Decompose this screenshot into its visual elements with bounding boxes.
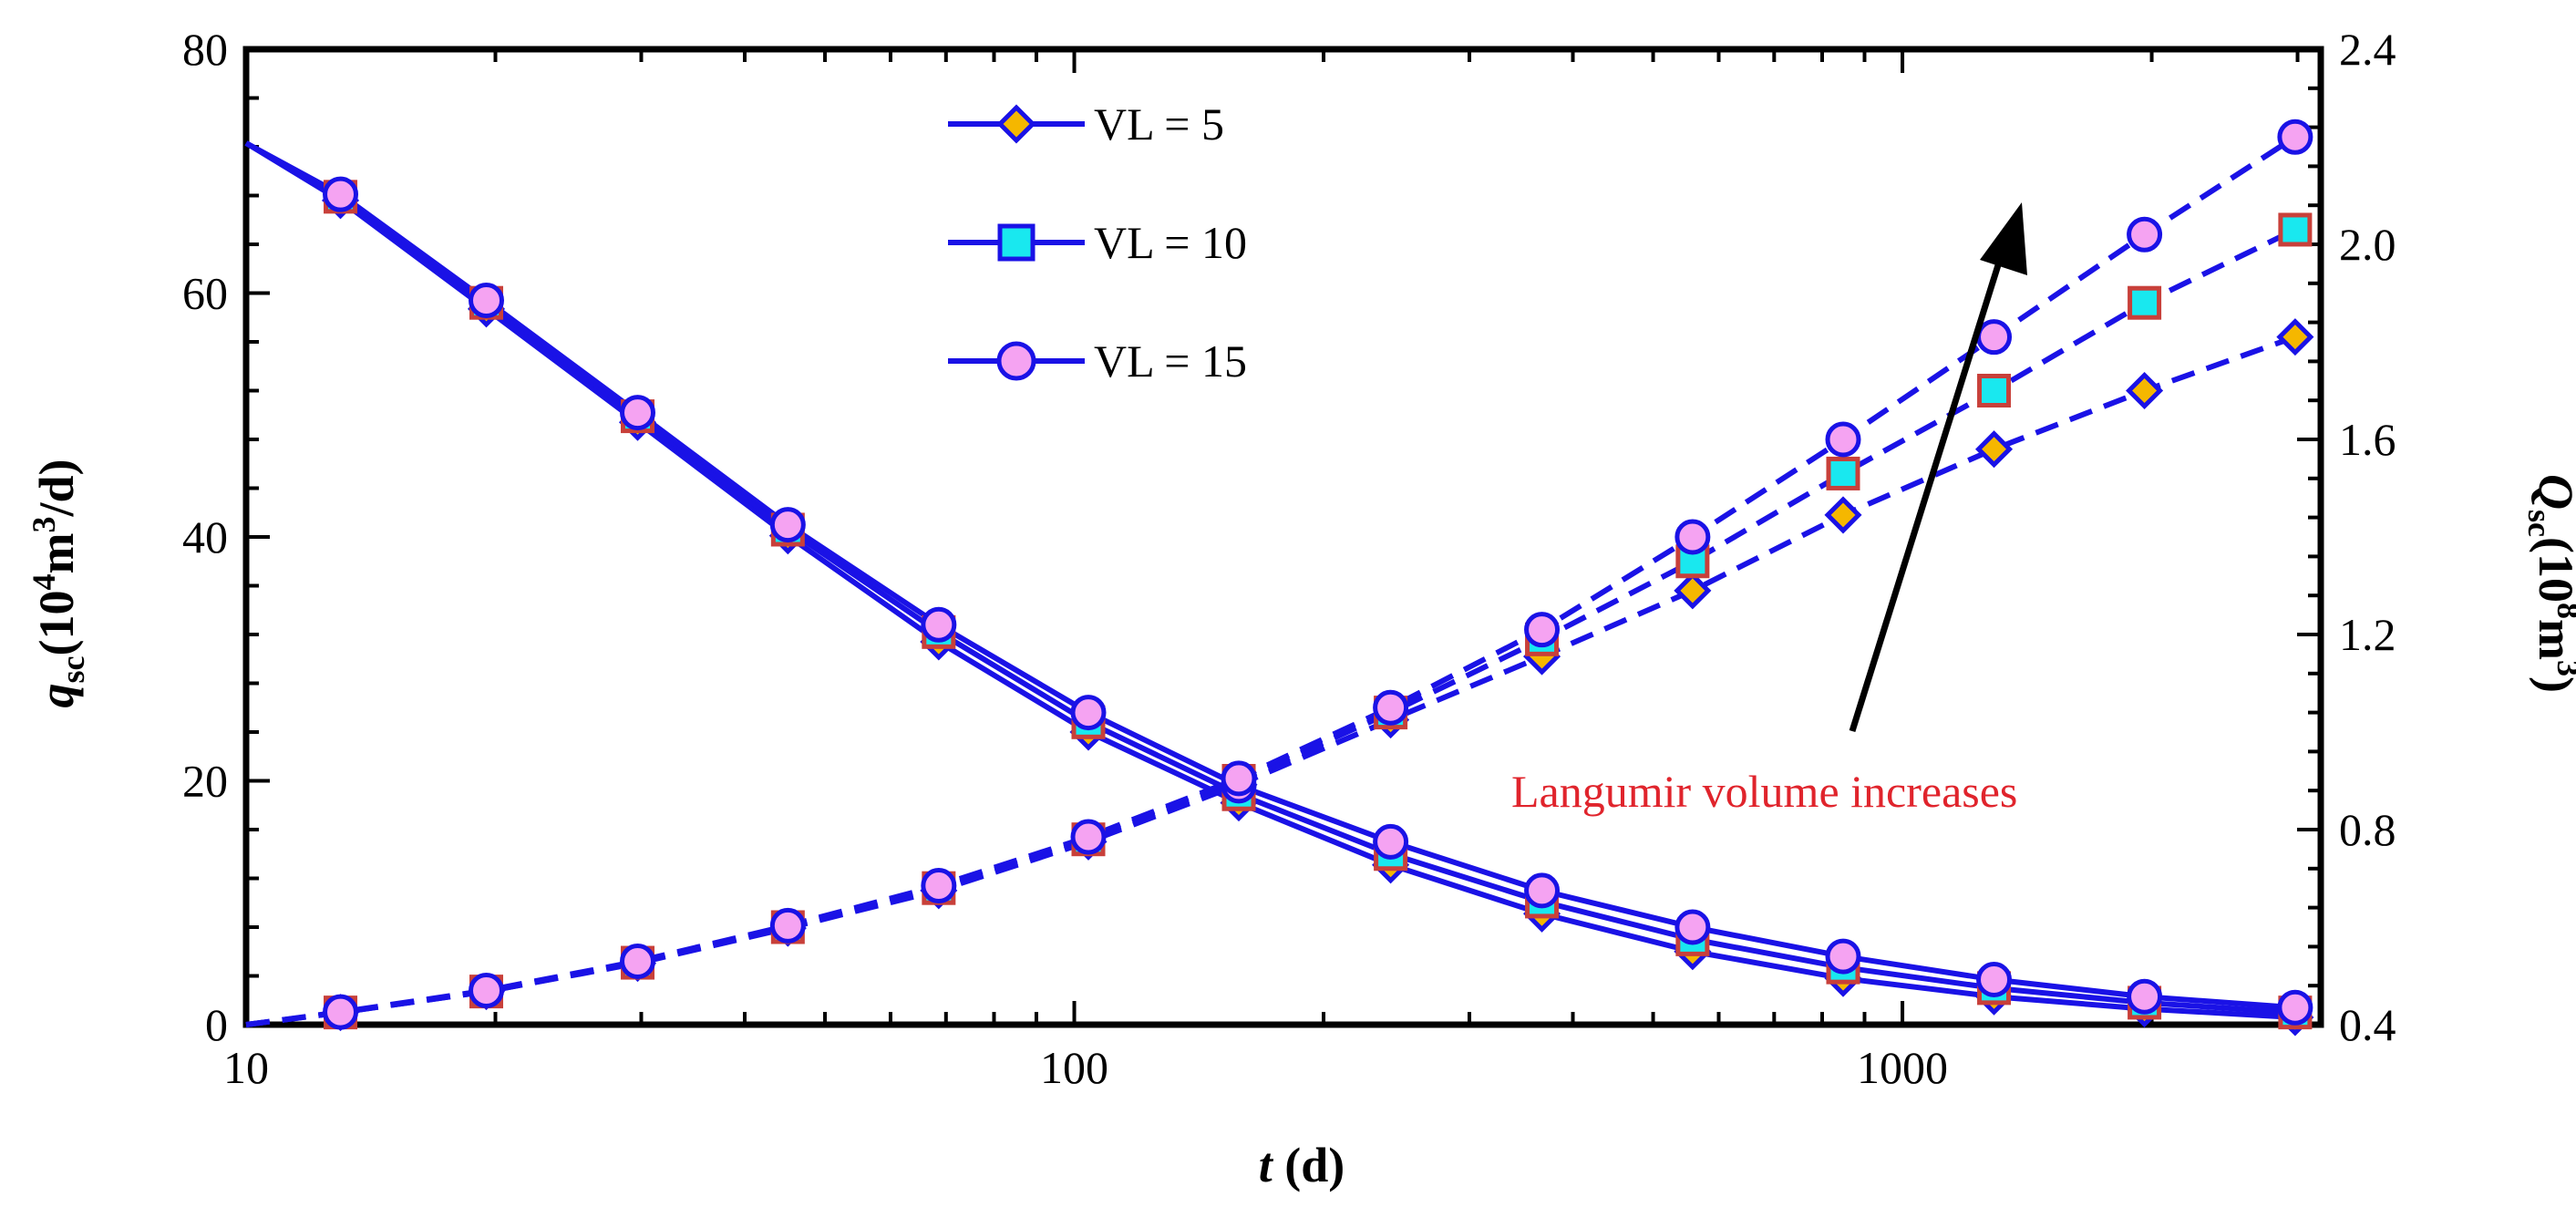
rate-point-circle — [2277, 989, 2313, 1026]
cumulative-point-diamond — [1674, 572, 1712, 610]
rate-point-circle — [1976, 962, 2013, 998]
legend-marker-square — [997, 223, 1036, 262]
cumulative-point-circle — [1674, 519, 1711, 555]
y-right-tick-label: 0.8 — [2339, 804, 2396, 855]
rate-line-vl15 — [244, 140, 2296, 1011]
cumulative-point-circle — [1825, 421, 1861, 458]
cumulative-point-square — [2278, 212, 2313, 247]
rate-point-circle — [1674, 909, 1711, 945]
legend-marker-diamond — [996, 104, 1036, 144]
legend: VL = 5 VL = 10 VL = 15 — [948, 98, 1247, 387]
cumulative-point-diamond — [2276, 318, 2314, 356]
cumulative-line-vl15 — [245, 134, 2297, 1027]
annotation-arrow-shaft — [1849, 252, 2005, 733]
cumulative-point-square — [1977, 374, 2012, 407]
cumulative-point-circle — [1373, 689, 1409, 726]
y-left-tick-label: 60 — [182, 268, 228, 319]
cumulative-point-circle — [1976, 319, 2013, 356]
x-tick-label: 100 — [1040, 1042, 1108, 1093]
y-left-tick-label: 0 — [205, 999, 228, 1050]
cumulative-point-square — [2128, 285, 2162, 320]
rate-point-circle — [1373, 823, 1409, 860]
rate-point-circle — [323, 176, 359, 212]
y-right-tick-label: 0.4 — [2339, 999, 2396, 1050]
rate-point-circle — [1524, 872, 1561, 909]
y-left-tick-label: 40 — [182, 511, 228, 562]
rate-point-circle — [921, 606, 957, 643]
y-right-tick-label: 1.6 — [2339, 414, 2396, 465]
legend-label-vl5: VL = 5 — [1094, 98, 1224, 150]
plot-frame — [242, 46, 2324, 1028]
marker-layer — [321, 119, 2314, 1037]
cumulative-point-circle — [769, 907, 806, 944]
legend-entry-vl15: VL = 15 — [948, 335, 1247, 387]
rate-point-circle — [769, 507, 806, 543]
y-right-tick-label: 2.0 — [2339, 219, 2396, 270]
annotation-text: Langumir volume increases — [1511, 766, 2017, 817]
y-right-tick-label: 2.4 — [2339, 24, 2396, 75]
y-left-tick-label: 80 — [182, 24, 228, 75]
cumulative-point-diamond — [2126, 371, 2164, 410]
rate-point-circle — [469, 283, 505, 319]
y-right-tick-label: 1.2 — [2339, 609, 2396, 660]
axes-layer: 10 100 1000 0 20 40 60 80 0.4 0.8 1.2 1.6 2.0 2.4 — [182, 24, 2396, 1093]
rate-line-vl5 — [244, 140, 2296, 1020]
rate-point-circle — [2127, 978, 2163, 1015]
cumulative-point-circle — [323, 994, 359, 1030]
y-left-tick-label: 20 — [182, 756, 228, 807]
cumulative-point-circle — [1221, 760, 1257, 797]
x-tick-label: 10 — [223, 1042, 269, 1093]
cumulative-point-circle — [2127, 216, 2163, 253]
cumulative-point-circle — [1070, 819, 1107, 855]
rate-point-circle — [1825, 938, 1861, 975]
cumulative-point-circle — [2277, 119, 2313, 155]
rate-point-circle — [620, 395, 656, 431]
cumulative-point-circle — [921, 868, 957, 904]
cumulative-point-circle — [469, 973, 505, 1009]
annotation: Langumir volume increases — [1511, 202, 2027, 817]
rate-line-vl10 — [244, 140, 2296, 1016]
annotation-arrow-head — [1980, 202, 2027, 275]
legend-label-vl10: VL = 10 — [1094, 217, 1247, 268]
legend-label-vl15: VL = 15 — [1094, 335, 1247, 387]
x-axis-title: t (d) — [1259, 1138, 1345, 1192]
y-right-axis-title: Qsc(108m3) — [2521, 474, 2576, 693]
cumulative-point-diamond — [1974, 430, 2014, 469]
cumulative-point-diamond — [1824, 496, 1862, 534]
y-left-axis-title: qsc(104m3/d) — [26, 459, 91, 708]
legend-entry-vl5: VL = 5 — [948, 98, 1224, 150]
series-layer — [244, 134, 2297, 1027]
cumulative-point-square — [1826, 456, 1860, 490]
x-tick-label: 1000 — [1857, 1042, 1948, 1093]
cumulative-point-circle — [1524, 612, 1561, 648]
legend-marker-circle — [996, 341, 1036, 381]
rate-point-circle — [1070, 695, 1107, 731]
legend-entry-vl10: VL = 10 — [948, 217, 1247, 268]
cumulative-point-circle — [620, 943, 656, 979]
